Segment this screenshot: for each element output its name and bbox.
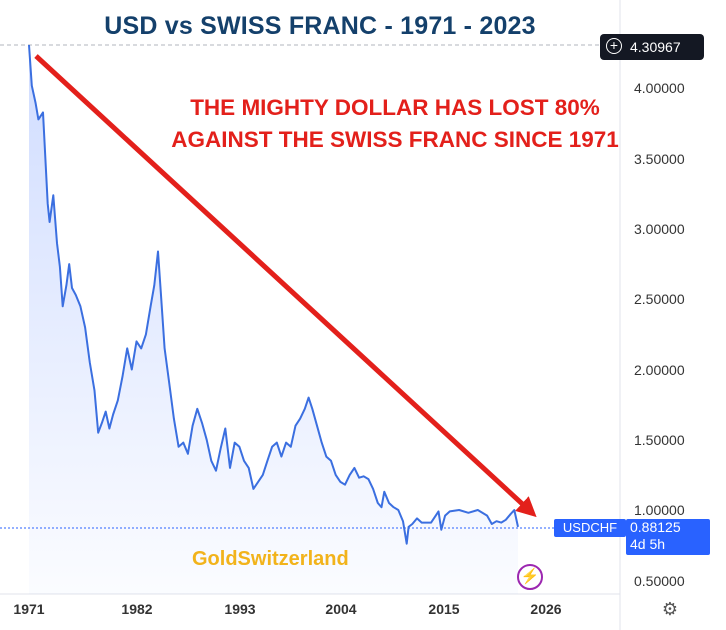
- x-tick-label: 1971: [13, 601, 45, 617]
- series-area-fill: [29, 44, 518, 594]
- y-tick-label: 3.50000: [634, 151, 685, 167]
- y-tick-label: 2.00000: [634, 362, 685, 378]
- annotation-line-2: AGAINST THE SWISS FRANC SINCE 1971: [171, 127, 619, 152]
- annotation-line-1: THE MIGHTY DOLLAR HAS LOST 80%: [190, 95, 600, 120]
- watermark: GoldSwitzerland: [192, 548, 349, 570]
- x-tick-label: 1982: [121, 601, 153, 617]
- bar-countdown: 4d 5h: [630, 536, 666, 552]
- y-tick-label: 3.00000: [634, 221, 685, 237]
- x-tick-label: 2026: [530, 601, 562, 617]
- y-tick-label: 1.00000: [634, 502, 685, 518]
- x-tick-label: 2015: [428, 601, 460, 617]
- y-tick-label: 4.00000: [634, 80, 685, 96]
- lightning-icon[interactable]: ⚡: [517, 564, 543, 590]
- trend-arrow: [34, 54, 537, 518]
- y-tick-label: 2.50000: [634, 291, 685, 307]
- plus-icon[interactable]: +: [606, 38, 622, 54]
- max-value-tag: + 4.30967: [600, 34, 704, 60]
- last-price-tag: 0.88125 4d 5h: [626, 519, 710, 555]
- x-tick-label: 1993: [224, 601, 256, 617]
- gear-icon[interactable]: ⚙: [661, 599, 679, 619]
- y-tick-label: 1.50000: [634, 432, 685, 448]
- chart-title: USD vs SWISS FRANC - 1971 - 2023: [104, 12, 536, 40]
- series-line-usdchf: [28, 44, 519, 545]
- y-tick-label: 0.50000: [634, 573, 685, 589]
- max-value-label: 4.30967: [630, 39, 681, 55]
- last-price-value: 0.88125: [630, 519, 681, 535]
- symbol-tag: USDCHF: [554, 519, 626, 537]
- x-tick-label: 2004: [325, 601, 357, 617]
